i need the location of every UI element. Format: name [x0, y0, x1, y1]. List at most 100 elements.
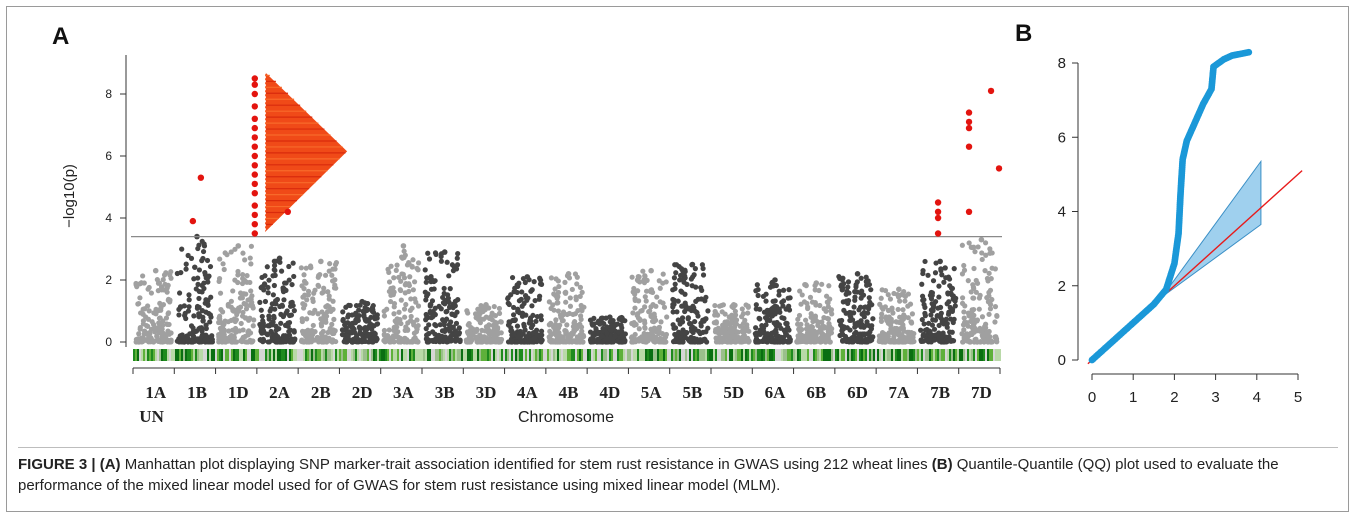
qq-y-tick-label: 2: [1058, 278, 1066, 295]
chromosome-label-6d: 6D: [847, 383, 868, 402]
snp-cluster-6b: [794, 280, 835, 345]
chromosome-label-1b: 1B: [187, 383, 207, 402]
significant-snp-point: [934, 199, 942, 206]
y-tick-label: 8: [105, 87, 112, 101]
significant-snp-point: [251, 221, 258, 228]
caption-part-b-tag: (B): [931, 456, 953, 473]
significant-snp-point: [965, 109, 973, 116]
snp-density-strip: [133, 349, 1001, 361]
snp-cluster-2d: [339, 298, 381, 345]
qq-y-tick-label: 8: [1058, 55, 1066, 72]
significant-snp-point: [189, 217, 197, 225]
snp-cluster-4d: [587, 314, 628, 345]
chromosome-label-7d: 7D: [971, 383, 992, 402]
significant-snp-point: [251, 152, 258, 160]
snp-cluster-7a: [876, 286, 917, 345]
significant-snp-point: [965, 208, 973, 215]
qq-x-tick-label: 4: [1253, 389, 1261, 406]
figure-caption: FIGURE 3 | (A) Manhattan plot displaying…: [18, 454, 1338, 496]
snp-cluster-2a: [257, 255, 298, 345]
snp-cluster-4a: [505, 274, 545, 345]
caption-part-a-text: Manhattan plot displaying SNP marker-tra…: [120, 456, 932, 473]
caption-divider: [18, 447, 1338, 448]
significant-snp-point: [251, 143, 258, 150]
significant-snp-point: [965, 124, 973, 132]
significant-snp-point: [251, 171, 258, 178]
significant-snp-point: [995, 165, 1003, 172]
x-axis-label: Chromosome: [518, 409, 614, 426]
snp-cluster-6a: [752, 277, 793, 345]
chromosome-label-7a: 7A: [888, 383, 910, 402]
figure-frame: [6, 6, 1349, 512]
qq-confidence-band: [1161, 159, 1262, 298]
chromosome-label-3b: 3B: [435, 383, 455, 402]
panel-b-letter: B: [1015, 20, 1033, 47]
chromosome-label-5b: 5B: [682, 383, 702, 402]
y-axis-label: −log10(p): [61, 164, 78, 228]
chromosome-label-6a: 6A: [765, 383, 787, 402]
qq-x-tick-label: 1: [1129, 389, 1137, 406]
snp-cluster-5b: [670, 261, 711, 345]
significant-snp-point: [251, 103, 258, 110]
significant-snp-point: [987, 87, 995, 95]
chromosome-label-3d: 3D: [476, 383, 497, 402]
chromosome-label-2b: 2B: [311, 383, 331, 402]
chromosome-label-5a: 5A: [641, 383, 663, 402]
significant-snp-point: [251, 162, 258, 169]
snp-cluster-1d: [216, 243, 257, 345]
snp-cluster-4b: [546, 271, 587, 345]
chromosome-label-7b: 7B: [930, 383, 950, 402]
caption-part-a-tag: (A): [99, 456, 121, 473]
qq-y-tick-label: 4: [1058, 204, 1066, 221]
ld-heatmap-block: [265, 72, 348, 232]
caption-label: FIGURE 3 |: [18, 456, 96, 473]
snp-cluster-1a: [133, 267, 174, 345]
significant-snp-point: [251, 134, 258, 141]
significant-snp-point: [934, 230, 942, 237]
significant-snp-point: [934, 214, 942, 222]
snp-cluster-3d: [463, 302, 505, 345]
chromosome-label-5d: 5D: [723, 383, 744, 402]
snp-cluster-7d: [959, 236, 1000, 345]
chromosome-label-4b: 4B: [559, 383, 579, 402]
significant-snp-point: [284, 208, 292, 215]
snp-cluster-5d: [711, 302, 752, 345]
significant-snp-point: [251, 202, 258, 209]
chromosome-label-1a: 1A: [145, 383, 167, 402]
ld-heatmap-texture: [265, 74, 346, 226]
snp-cluster-5a: [628, 267, 670, 345]
caption-part-b-text: Quantile-Quantile (QQ) plot used to eval…: [18, 456, 1279, 494]
significant-snp-point: [251, 190, 258, 197]
qq-x-tick-label: 2: [1170, 389, 1178, 406]
snp-cluster-3b: [422, 249, 463, 345]
significant-snp-point: [965, 143, 973, 150]
significant-snp-point: [965, 118, 973, 126]
significant-snp-point: [251, 81, 258, 88]
y-tick-label: 6: [105, 149, 112, 163]
qq-x-tick-label: 0: [1088, 389, 1096, 406]
chromosome-label-4d: 4D: [599, 383, 620, 402]
significant-snp-point: [251, 124, 258, 132]
snp-cluster-3a: [381, 243, 422, 345]
chromosome-label-un: UN: [139, 407, 164, 426]
chromosome-label-6b: 6B: [806, 383, 826, 402]
significant-snp-point: [251, 180, 258, 188]
qq-plot: 0 1 2 3 4 5 0 2 4 6 8: [1058, 48, 1303, 406]
y-tick-label: 2: [105, 273, 112, 287]
snp-cluster-7b: [918, 258, 959, 345]
qq-x-tick-label: 3: [1211, 389, 1219, 406]
significant-snp-point: [251, 115, 258, 123]
qq-y-tick-label: 6: [1058, 129, 1066, 146]
qq-x-tick-label: 5: [1294, 389, 1302, 406]
snp-cluster-1b: [174, 233, 215, 345]
manhattan-plot: 0 2 4 6 8 −log10(p) 1A 1B 1D 2A 2B 2D 3A 3B 3D 4A 4B 4D 5A…: [61, 55, 1003, 426]
qq-y-tick-label: 0: [1058, 352, 1066, 369]
significant-snp-point: [251, 90, 258, 98]
significant-snp-point: [251, 75, 258, 82]
panel-a-letter: A: [52, 23, 70, 50]
chromosome-label-1d: 1D: [228, 383, 249, 402]
chromosome-label-2d: 2D: [352, 383, 373, 402]
snp-cluster-6d: [836, 271, 876, 345]
chromosome-label-3a: 3A: [393, 383, 415, 402]
chromosome-label-2a: 2A: [269, 383, 291, 402]
